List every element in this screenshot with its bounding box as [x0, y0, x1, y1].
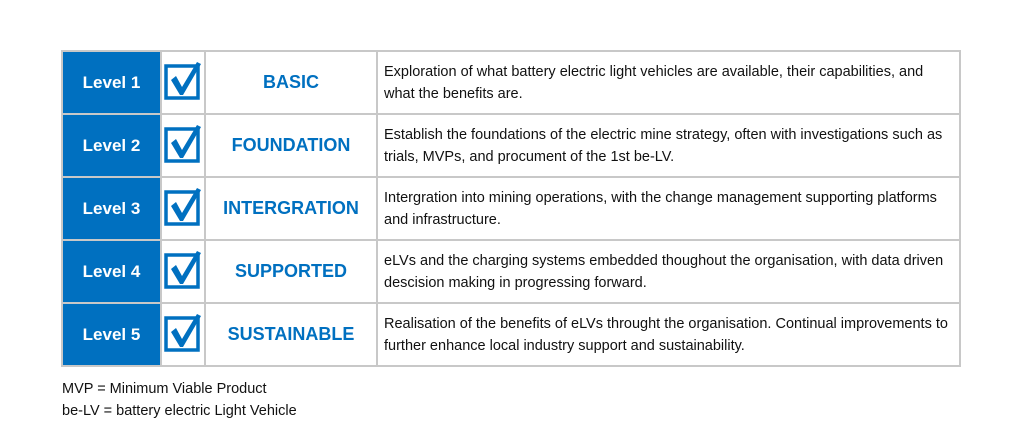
level-description: Exploration of what battery electric lig… [376, 50, 961, 115]
checkbox-cell [160, 176, 206, 241]
checkbox-cell [160, 239, 206, 304]
checkbox-cell [160, 113, 206, 178]
checked-checkbox-icon [164, 188, 202, 230]
level-badge: Level 4 [61, 239, 162, 304]
level-name: BASIC [204, 50, 378, 115]
abbreviation-notes: MVP = Minimum Viable Product be-LV = bat… [62, 378, 297, 422]
level-name: INTERGRATION [204, 176, 378, 241]
level-badge: Level 5 [61, 302, 162, 367]
level-description: Realisation of the benefits of eLVs thro… [376, 302, 961, 367]
table-row: Level 4 SUPPORTED eLVs and the charging … [61, 239, 961, 304]
level-description: Intergration into mining operations, wit… [376, 176, 961, 241]
checked-checkbox-icon [164, 125, 202, 167]
note-be-lv: be-LV = battery electric Light Vehicle [62, 403, 297, 419]
level-description: eLVs and the charging systems embedded t… [376, 239, 961, 304]
checked-checkbox-icon [164, 314, 202, 356]
level-badge: Level 2 [61, 113, 162, 178]
level-name: SUPPORTED [204, 239, 378, 304]
checked-checkbox-icon [164, 62, 202, 104]
maturity-levels-table: Level 1 BASIC Exploration of what batter… [61, 50, 961, 367]
level-badge: Level 3 [61, 176, 162, 241]
level-badge: Level 1 [61, 50, 162, 115]
level-description: Establish the foundations of the electri… [376, 113, 961, 178]
level-name: FOUNDATION [204, 113, 378, 178]
table-row: Level 5 SUSTAINABLE Realisation of the b… [61, 302, 961, 367]
checked-checkbox-icon [164, 251, 202, 293]
checkbox-cell [160, 50, 206, 115]
note-mvp: MVP = Minimum Viable Product [62, 381, 267, 397]
table-row: Level 1 BASIC Exploration of what batter… [61, 50, 961, 115]
level-name: SUSTAINABLE [204, 302, 378, 367]
table-row: Level 3 INTERGRATION Intergration into m… [61, 176, 961, 241]
table-row: Level 2 FOUNDATION Establish the foundat… [61, 113, 961, 178]
checkbox-cell [160, 302, 206, 367]
